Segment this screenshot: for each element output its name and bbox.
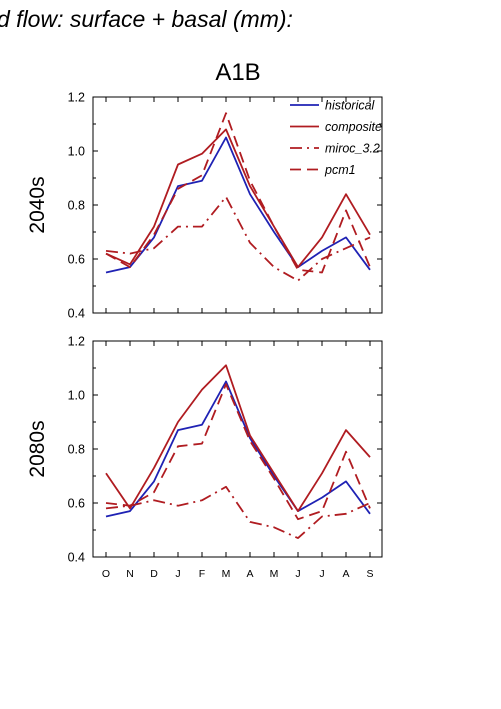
figure-title: d flow: surface + basal (mm): (0, 6, 293, 32)
series-miroc-3-2-line (105, 195, 371, 282)
panel-2080s: 0.4 0.6 0.8 1.0 1.2 O N D J F M A M J J A S 2080s (26, 335, 383, 580)
y-tick-label: 1.0 (68, 389, 85, 403)
legend-label: pcm1 (324, 163, 356, 177)
x-tick-label: D (150, 568, 158, 580)
row-label: 2080s (26, 420, 49, 477)
legend-label: historical (325, 99, 376, 113)
y-tick-label: 1.0 (68, 145, 85, 159)
x-tick-label: O (102, 568, 110, 580)
y-tick-label: 0.6 (68, 253, 85, 267)
panel-2040s: 0.4 0.6 0.8 1.0 1.2 2040s (26, 91, 383, 321)
x-tick-label: N (126, 568, 134, 580)
y-tick-label: 0.8 (68, 443, 85, 457)
series-pcm1-line (105, 383, 371, 521)
legend-label: composite (325, 120, 382, 134)
scenario-title: A1B (215, 59, 260, 86)
x-tick-label: F (199, 568, 205, 580)
y-tick-label: 1.2 (68, 91, 85, 105)
x-tick-label: J (175, 568, 180, 580)
legend-label: miroc_3.2 (325, 142, 380, 156)
x-tick-label: A (246, 568, 253, 580)
series-historical-line (105, 380, 371, 518)
y-tick-label: 0.4 (68, 551, 85, 565)
series-composite-line (105, 128, 371, 269)
series-pcm1-line (105, 112, 371, 274)
plot-frame (92, 340, 383, 558)
series-composite-line (105, 364, 371, 513)
y-tick-label: 0.4 (68, 307, 85, 321)
y-tick-label: 0.6 (68, 497, 85, 511)
series-historical-line (105, 136, 371, 274)
x-tick-label: S (366, 568, 373, 580)
x-tick-label: A (342, 568, 349, 580)
y-tick-label: 0.8 (68, 199, 85, 213)
row-label: 2040s (26, 176, 49, 233)
legend: historical composite miroc_3.2 pcm1 (290, 99, 382, 177)
x-tick-label: J (295, 568, 300, 580)
x-tick-label: J (319, 568, 324, 580)
y-tick-label: 1.2 (68, 335, 85, 349)
series-miroc-3-2-line (105, 485, 371, 539)
x-tick-label: M (222, 568, 231, 580)
x-tick-label: M (270, 568, 279, 580)
